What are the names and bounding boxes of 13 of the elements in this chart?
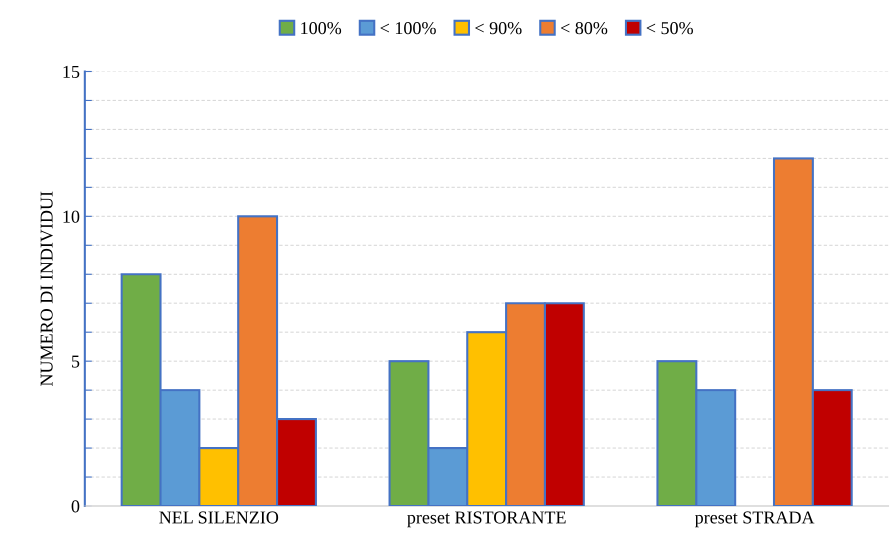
y-tick-label: 0 — [72, 500, 80, 512]
y-tick-label: 5 — [72, 356, 80, 368]
y-tick-label: 15 — [64, 66, 80, 78]
x-tick-label: preset RISTORANTE — [407, 511, 566, 528]
legend-label: < 80% — [561, 22, 608, 34]
legend-label: 100% — [301, 22, 342, 34]
legend-label: < 100% — [380, 22, 436, 34]
y-tick-label: 10 — [64, 210, 80, 223]
legend-label: < 90% — [475, 22, 522, 34]
legend-label: < 50% — [646, 22, 693, 34]
y-axis-title: NUMERO DI INDIVIDUI — [40, 192, 53, 386]
x-tick-label: preset STRADA — [694, 511, 814, 528]
x-tick-label: NEL SILENZIO — [159, 511, 278, 524]
